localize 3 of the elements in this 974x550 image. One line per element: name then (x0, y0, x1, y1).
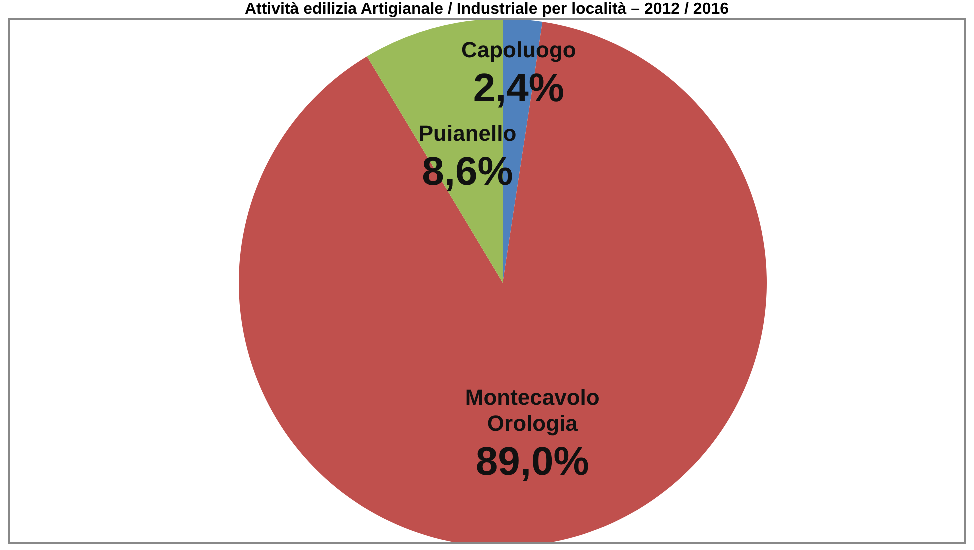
data-label: 89,0% (476, 440, 590, 484)
chart-title: Attività edilizia Artigianale / Industriale per località – 2012 / 2016 (244, 1, 730, 18)
slice-label: Montecavolo Orologia (465, 385, 600, 436)
